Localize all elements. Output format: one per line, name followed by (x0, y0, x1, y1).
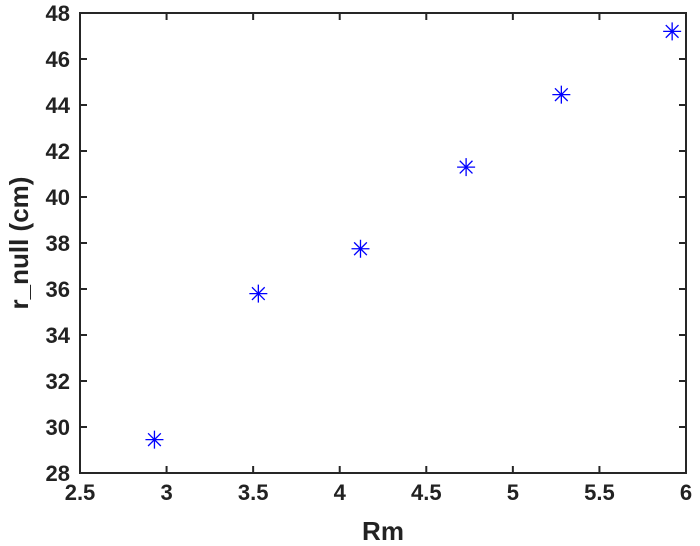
x-axis-label: Rm (362, 516, 404, 546)
y-tick-label: 34 (46, 323, 71, 348)
data-point (663, 22, 682, 41)
y-tick-label: 38 (46, 231, 70, 256)
data-point (351, 239, 370, 258)
x-tick-label: 2.5 (65, 480, 96, 505)
y-tick-label: 28 (46, 461, 70, 486)
ticks-layer (79, 12, 687, 474)
x-tick-label: 6 (680, 480, 692, 505)
data-point (457, 158, 476, 177)
y-tick-label: 48 (46, 1, 70, 26)
x-tick-label: 5.5 (584, 480, 615, 505)
points-layer (145, 22, 682, 449)
data-point (249, 284, 268, 303)
y-axis-label: r_null (cm) (4, 177, 34, 310)
x-tick-label: 3.5 (238, 480, 269, 505)
plot-box (79, 12, 687, 474)
x-tick-label: 3 (160, 480, 172, 505)
y-tick-label: 40 (46, 185, 70, 210)
y-tick-label: 30 (46, 415, 70, 440)
data-point (145, 430, 164, 449)
y-tick-label: 44 (46, 93, 71, 118)
x-tick-label: 4.5 (411, 480, 442, 505)
x-tick-label: 5 (507, 480, 519, 505)
tick-labels-layer: 2.5 3 3.5 4 4.5 5 5.5 6 28 30 32 34 36 38 40 42 44 46 48 (46, 1, 693, 505)
y-tick-label: 32 (46, 369, 70, 394)
data-point (552, 85, 571, 104)
y-tick-label: 36 (46, 277, 70, 302)
y-tick-label: 46 (46, 47, 70, 72)
x-tick-label: 4 (334, 480, 347, 505)
y-tick-label: 42 (46, 139, 70, 164)
